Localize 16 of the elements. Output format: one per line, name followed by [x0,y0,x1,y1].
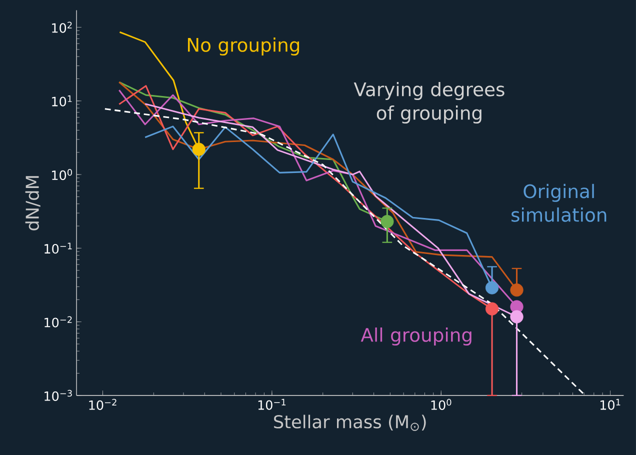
x-tick-label: 10$^{−1}$ [258,398,286,410]
y-tick-label: 10$^{0}$ [52,168,72,180]
series-label: No grouping [188,37,300,56]
y-tick-label: 10$^{2}$ [52,22,72,33]
annotation: Varying degrees of grouping [354,82,504,124]
y-tick-label: 10$^{−3}$ [44,390,72,401]
y-tick-label: 10$^{−1}$ [44,242,72,254]
x-tick-label: 10$^{−2}$ [89,398,116,410]
y-tick-label: 10$^{−2}$ [44,316,72,328]
x-axis-title: Stellar mass (M$_{⊙}$) [274,414,426,431]
x-tick-label: 10$^{1}$ [600,398,620,410]
x-tick-label: 10$^{0}$ [431,398,452,410]
y-axis-title: dN/dM [25,176,40,230]
y-tick-label: 10$^{1}$ [52,95,72,106]
text: Original simulation [512,184,606,222]
text: All grouping [360,327,472,346]
